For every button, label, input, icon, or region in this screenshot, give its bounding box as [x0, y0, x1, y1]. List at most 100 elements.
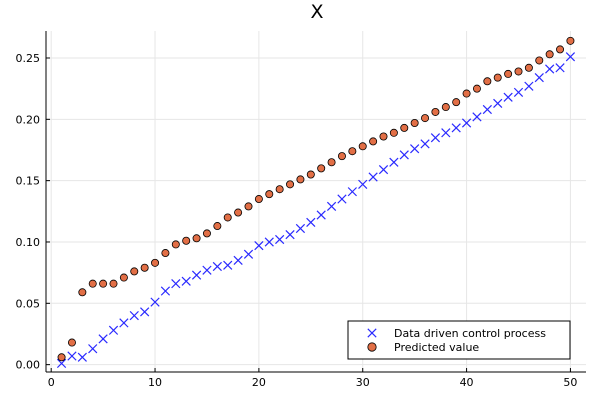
x-marker-stroke	[326, 201, 337, 212]
data-point	[160, 286, 171, 296]
x-marker-stroke	[264, 237, 274, 247]
data-point	[264, 237, 274, 247]
x-marker-stroke	[347, 187, 357, 197]
data-point	[389, 157, 399, 167]
x-marker-stroke	[150, 297, 160, 307]
legend-label: Data driven control process	[394, 327, 546, 340]
x-marker-stroke	[181, 276, 191, 286]
data-point	[421, 114, 430, 123]
data-point	[430, 133, 441, 143]
data-point	[244, 202, 253, 211]
x-marker-stroke	[67, 351, 77, 361]
data-point	[213, 222, 222, 231]
data-point	[234, 208, 243, 217]
data-point	[295, 223, 306, 234]
chart-title: X	[310, 1, 323, 23]
x-marker-stroke	[524, 81, 534, 91]
data-point	[451, 123, 461, 133]
data-point	[482, 104, 492, 115]
x-marker-stroke	[337, 194, 347, 204]
data-point	[556, 45, 565, 54]
data-point	[514, 67, 523, 76]
data-point	[493, 73, 502, 82]
data-point	[202, 229, 211, 238]
y-tick-label: 0.05	[16, 297, 41, 310]
x-marker-stroke	[482, 104, 492, 115]
x-marker-stroke	[316, 210, 326, 220]
x-marker-stroke	[430, 133, 441, 143]
x-marker-stroke	[160, 286, 171, 296]
data-point	[379, 132, 388, 141]
x-marker-stroke	[77, 352, 87, 362]
data-point	[119, 273, 128, 282]
data-point	[129, 310, 139, 321]
data-point	[98, 334, 108, 344]
data-point	[378, 164, 389, 175]
x-marker-stroke	[367, 328, 377, 338]
data-point	[212, 261, 222, 272]
x-marker-stroke	[108, 325, 119, 335]
data-point	[285, 229, 295, 240]
data-point	[524, 63, 533, 72]
data-point	[56, 358, 67, 369]
x-marker-stroke	[389, 157, 399, 167]
plot-area	[56, 36, 576, 369]
data-point	[140, 307, 150, 317]
x-marker-stroke	[295, 223, 306, 234]
data-point	[535, 56, 544, 65]
data-point	[431, 107, 440, 116]
data-point	[368, 172, 378, 182]
data-point	[347, 187, 357, 197]
data-point	[265, 190, 274, 199]
data-point	[171, 279, 181, 289]
data-point	[513, 87, 524, 97]
y-tick-label: 0.20	[16, 113, 41, 126]
data-point	[119, 318, 129, 328]
data-point	[337, 152, 346, 161]
x-marker-stroke	[285, 229, 295, 240]
x-marker-stroke	[513, 87, 524, 97]
data-point	[109, 279, 118, 288]
data-point	[452, 98, 461, 107]
y-tick-label: 0.15	[16, 175, 41, 188]
data-point	[254, 195, 263, 204]
data-point	[389, 128, 398, 137]
x-marker-stroke	[410, 144, 420, 154]
data-point	[275, 185, 284, 194]
data-point	[348, 147, 357, 156]
x-tick-label: 50	[563, 376, 577, 389]
data-point	[472, 84, 481, 93]
axes: 0 10 20 30 40 50 0.00 0.05 0.10 0.15 0.20 0.25	[16, 31, 586, 389]
data-point	[192, 234, 201, 243]
data-point	[88, 344, 98, 354]
x-tick-label: 40	[460, 376, 474, 389]
x-marker-stroke	[129, 310, 139, 321]
data-point	[326, 201, 337, 212]
data-point	[555, 63, 565, 73]
data-point	[358, 142, 367, 151]
x-marker-stroke	[223, 260, 233, 270]
data-point	[286, 180, 295, 189]
data-point	[223, 260, 233, 270]
series-data-driven-control-process	[56, 52, 576, 369]
x-tick-label: 10	[148, 376, 162, 389]
y-tick-label: 0.00	[16, 359, 41, 372]
data-point	[566, 36, 575, 45]
x-marker-stroke	[233, 255, 243, 266]
x-marker-stroke	[254, 241, 264, 251]
data-point	[243, 249, 254, 259]
data-point	[545, 50, 554, 59]
data-point	[161, 249, 170, 258]
data-point	[88, 279, 97, 288]
x-marker-stroke	[56, 358, 67, 369]
data-point	[504, 69, 513, 78]
data-point	[399, 150, 409, 160]
y-tick-label: 0.10	[16, 236, 41, 249]
data-point	[78, 288, 87, 297]
data-point	[181, 276, 191, 286]
data-point	[358, 179, 368, 189]
x-marker-stroke	[212, 261, 222, 272]
data-point	[565, 52, 576, 62]
